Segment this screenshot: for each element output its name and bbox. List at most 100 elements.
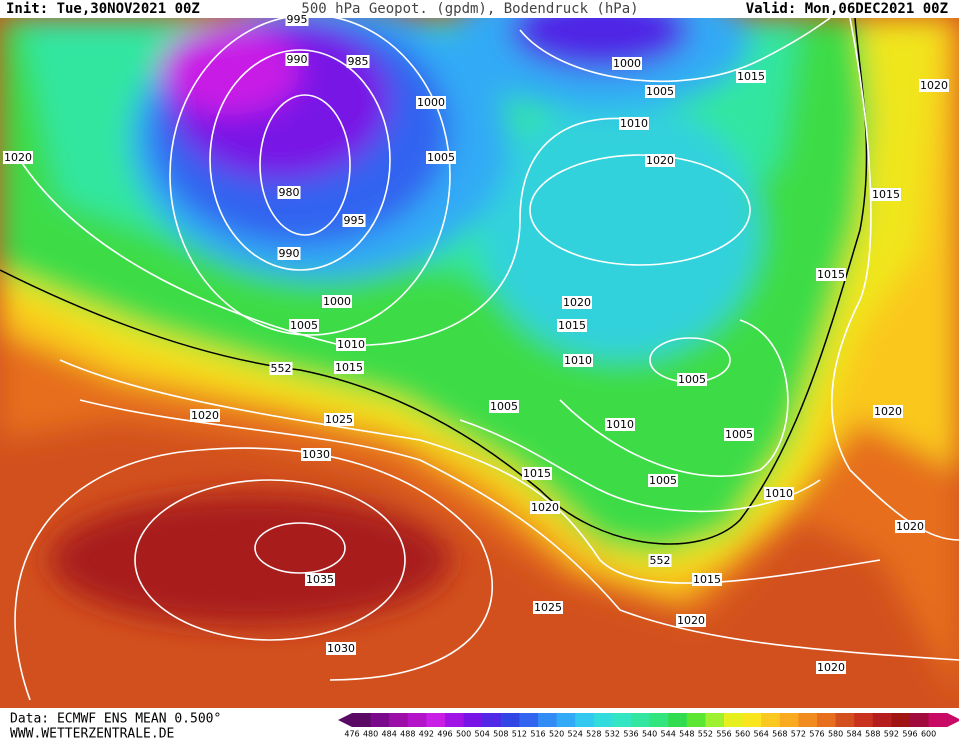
isobar-label: 1020 <box>563 296 591 309</box>
isobar-label: 1015 <box>872 188 900 201</box>
label-box <box>289 319 319 332</box>
scale-label: 584 <box>847 730 862 739</box>
scale-label: 556 <box>716 730 731 739</box>
isobar-label: 1020 <box>896 520 924 533</box>
label-box <box>724 428 754 441</box>
label-box <box>277 247 301 260</box>
scale-label: 572 <box>791 730 806 739</box>
isobar-label: 1025 <box>534 601 562 614</box>
isobar-label: 1000 <box>323 295 351 308</box>
isobar-label: 995 <box>344 214 365 227</box>
label-box <box>557 319 587 332</box>
isobar-label: 552 <box>650 554 671 567</box>
scale-label: 500 <box>456 730 471 739</box>
scale-cell <box>519 713 539 727</box>
isobar-label: 1010 <box>564 354 592 367</box>
isobar-label: 1010 <box>606 418 634 431</box>
scale-cell <box>649 713 669 727</box>
label-box <box>816 661 846 674</box>
scale-cell <box>445 713 465 727</box>
scale-cell <box>612 713 632 727</box>
scale-label: 476 <box>344 730 359 739</box>
scale-label: 552 <box>698 730 713 739</box>
isobar-label: 1015 <box>523 467 551 480</box>
label-box <box>326 642 356 655</box>
isobar-label: 1005 <box>290 319 318 332</box>
scale-cell <box>872 713 892 727</box>
map <box>0 18 959 708</box>
scale-label: 508 <box>493 730 508 739</box>
label-box <box>285 13 309 26</box>
valid-time: Valid: Mon,06DEC2021 00Z <box>746 1 948 17</box>
isobar-label: 1025 <box>325 413 353 426</box>
isobar-label: 1020 <box>874 405 902 418</box>
scale-cell <box>891 713 911 727</box>
label-box <box>677 373 707 386</box>
scale-cell <box>370 713 390 727</box>
label-box <box>605 418 635 431</box>
label-box <box>269 362 293 375</box>
scale-label: 532 <box>605 730 620 739</box>
isobar-label: 1030 <box>302 448 330 461</box>
scale-cell <box>631 713 651 727</box>
scale-cell <box>575 713 595 727</box>
init-time: Init: Tue,30NOV2021 00Z <box>6 1 200 17</box>
isobar-label: 990 <box>279 247 300 260</box>
scale-cell <box>593 713 613 727</box>
label-box <box>645 154 675 167</box>
label-box <box>322 295 352 308</box>
scale-arrow-left <box>338 713 352 727</box>
scale-label: 564 <box>754 730 769 739</box>
label-box <box>873 405 903 418</box>
isobar-label: 1020 <box>677 614 705 627</box>
scale-cell <box>463 713 483 727</box>
label-box <box>285 53 309 66</box>
label-box <box>336 338 366 351</box>
label-box <box>648 474 678 487</box>
label-box <box>334 361 364 374</box>
scale-label: 488 <box>400 730 415 739</box>
isobar-label: 1000 <box>613 57 641 70</box>
scale-cell <box>389 713 409 727</box>
scale-label: 600 <box>921 730 936 739</box>
color-scale: 476 480 484 488 492 496 500 504 508 512 516 520 524 5… <box>338 713 959 739</box>
scale-cell <box>705 713 725 727</box>
label-box <box>346 55 370 68</box>
scale-label: 596 <box>902 730 917 739</box>
scale-label: 544 <box>661 730 676 739</box>
label-box <box>764 487 794 500</box>
label-box <box>563 354 593 367</box>
scale-label: 520 <box>549 730 564 739</box>
label-box <box>305 573 335 586</box>
scale-cell <box>352 713 372 727</box>
scale-cell <box>798 713 818 727</box>
scale-label: 592 <box>884 730 899 739</box>
scale-label: 504 <box>475 730 490 739</box>
scale-cell <box>835 713 855 727</box>
scale-cell <box>556 713 576 727</box>
isobar-label: 1005 <box>725 428 753 441</box>
scale-cell <box>761 713 781 727</box>
isobar-label: 1010 <box>620 117 648 130</box>
scale-cell <box>928 713 948 727</box>
isobar-label: 1020 <box>646 154 674 167</box>
scale-label: 540 <box>642 730 657 739</box>
isobar-label: 552 <box>271 362 292 375</box>
scale-cell <box>742 713 762 727</box>
label-box <box>645 85 675 98</box>
scale-label: 588 <box>865 730 880 739</box>
isobar-label: 995 <box>287 13 308 26</box>
scale-cell <box>724 713 744 727</box>
isobar-label: 1005 <box>490 400 518 413</box>
scale-cell <box>407 713 427 727</box>
isobar-label: 1005 <box>649 474 677 487</box>
isobar-label: 1010 <box>765 487 793 500</box>
label-box <box>871 188 901 201</box>
isobar-label: 990 <box>287 53 308 66</box>
label-box <box>277 186 301 199</box>
label-box <box>426 151 456 164</box>
label-box <box>301 448 331 461</box>
label-box <box>816 268 846 281</box>
isobar-labels: 995 990 985 1000 1015 1020 1000 1005 1010 1020 100… <box>3 13 949 674</box>
